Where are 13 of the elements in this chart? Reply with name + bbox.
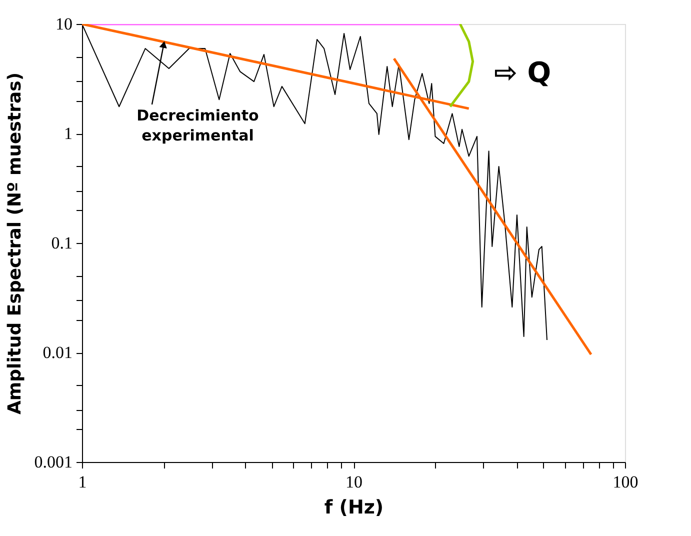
y-tick-label: 0.001 [34,452,72,472]
x-tick-label: 100 [612,472,638,492]
y-tick-label: 10 [56,14,72,34]
annotation: ⇨ Q [494,56,552,89]
annotation: Decrecimiento experimental [136,106,259,144]
x-tick-label: 10 [346,472,362,492]
line-series [448,24,474,108]
y-tick-label: 1 [64,124,72,143]
y-tick-label: 0.01 [42,343,72,362]
y-tick-label: 0.1 [51,234,72,252]
x-axis-title: f (Hz) [324,496,384,518]
y-axis-title: Amplitud Espectral (Nº muestras) [4,72,26,415]
x-tick-label: 1 [78,472,87,492]
